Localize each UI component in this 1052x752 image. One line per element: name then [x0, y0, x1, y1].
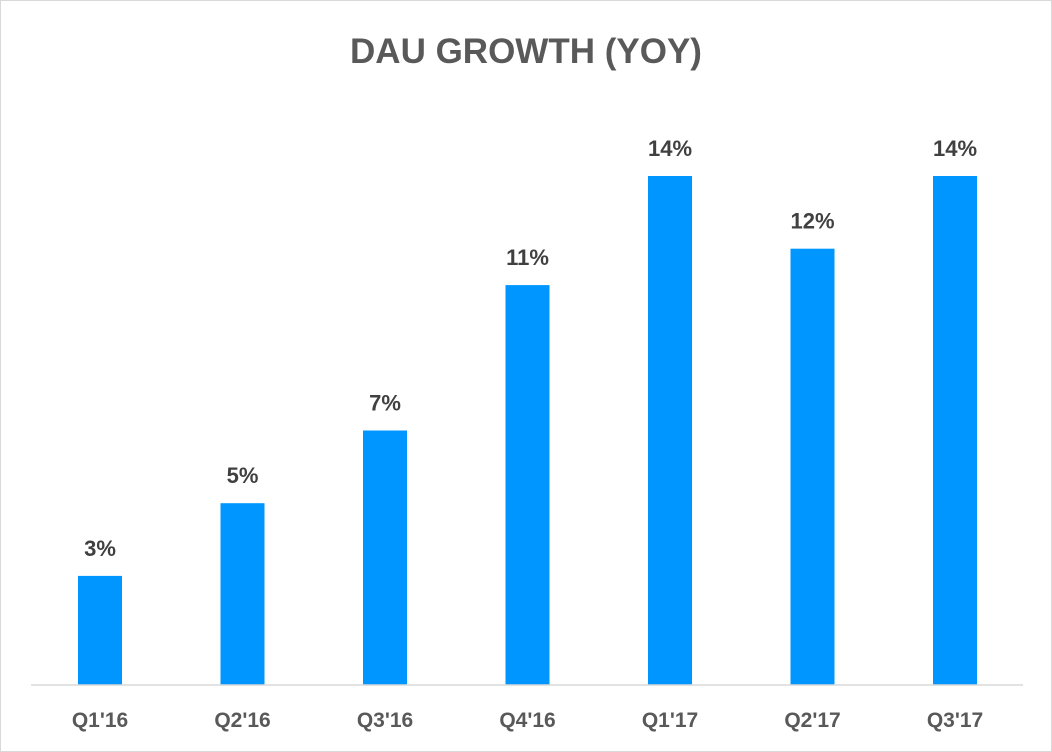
data-label-6: 14%	[933, 136, 977, 161]
data-labels-layer: 3% 5% 7% 11% 14% 12% 14%	[84, 136, 977, 561]
bar-6	[933, 176, 977, 685]
bar-4	[648, 176, 692, 685]
bar-1	[220, 503, 265, 685]
bar-5	[790, 248, 835, 685]
x-tick-label-2: Q3'16	[357, 709, 413, 732]
x-tick-label-4: Q1'17	[642, 709, 698, 732]
data-label-2: 7%	[369, 391, 401, 416]
x-tick-label-0: Q1'16	[72, 709, 128, 732]
data-label-3: 11%	[506, 245, 549, 270]
data-label-0: 3%	[84, 536, 116, 561]
data-label-1: 5%	[227, 463, 259, 488]
bar-2	[363, 430, 407, 685]
x-tick-label-5: Q2'17	[784, 709, 840, 732]
x-tick-labels-layer: Q1'16 Q2'16 Q3'16 Q4'16 Q1'17 Q2'17 Q3'17	[72, 709, 983, 732]
bar-3	[505, 285, 550, 685]
data-label-4: 14%	[648, 136, 692, 161]
x-tick-label-1: Q2'16	[214, 709, 270, 732]
x-tick-label-6: Q3'17	[927, 709, 983, 732]
chart-title: DAU GROWTH (YOY)	[350, 32, 702, 71]
bar-0	[78, 575, 122, 685]
data-label-5: 12%	[790, 209, 834, 234]
bars-layer	[78, 176, 977, 685]
x-tick-label-3: Q4'16	[499, 709, 555, 732]
